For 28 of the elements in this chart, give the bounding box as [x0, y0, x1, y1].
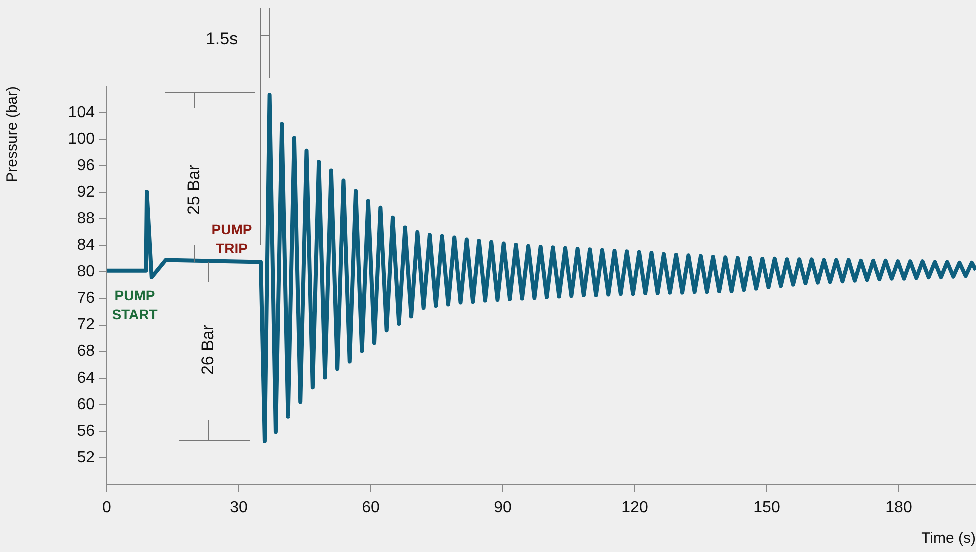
y-tick-label: 100: [68, 130, 96, 148]
y-tick-label: 52: [77, 449, 96, 466]
x-tick-label: 150: [754, 500, 780, 517]
x-tick-label: 60: [362, 500, 380, 517]
x-tick-label: 30: [230, 500, 248, 517]
y-tick-label: 60: [77, 396, 96, 414]
y-tick-label: 80: [77, 264, 96, 281]
x-tick-label: 180: [886, 500, 912, 517]
annotation: PUMP TRIP: [212, 221, 252, 256]
y-tick-label: 72: [77, 316, 96, 334]
y-axis-title: Pressure (bar): [4, 86, 22, 182]
y-tick-label: 64: [77, 370, 96, 387]
text: 1.5s: [206, 30, 238, 49]
y-tick-label: 56: [77, 422, 96, 440]
y-tick-label: 96: [77, 158, 96, 175]
y-tick-label: 88: [77, 210, 96, 228]
annotation: 26 Bar: [198, 324, 218, 376]
x-axis-title: Time (s): [922, 530, 976, 548]
annotation: 25 Bar: [184, 164, 204, 216]
y-tick-label: 104: [68, 104, 96, 122]
y-tick-label: 92: [77, 184, 96, 202]
y-tick-label: 76: [77, 290, 96, 308]
annotation: PUMP START: [112, 287, 158, 322]
y-tick-label: 68: [77, 343, 96, 360]
x-tick-label: 120: [622, 500, 648, 517]
x-tick-label: 0: [102, 500, 112, 517]
y-tick-label: 84: [77, 237, 96, 254]
x-tick-label: 90: [494, 500, 512, 517]
